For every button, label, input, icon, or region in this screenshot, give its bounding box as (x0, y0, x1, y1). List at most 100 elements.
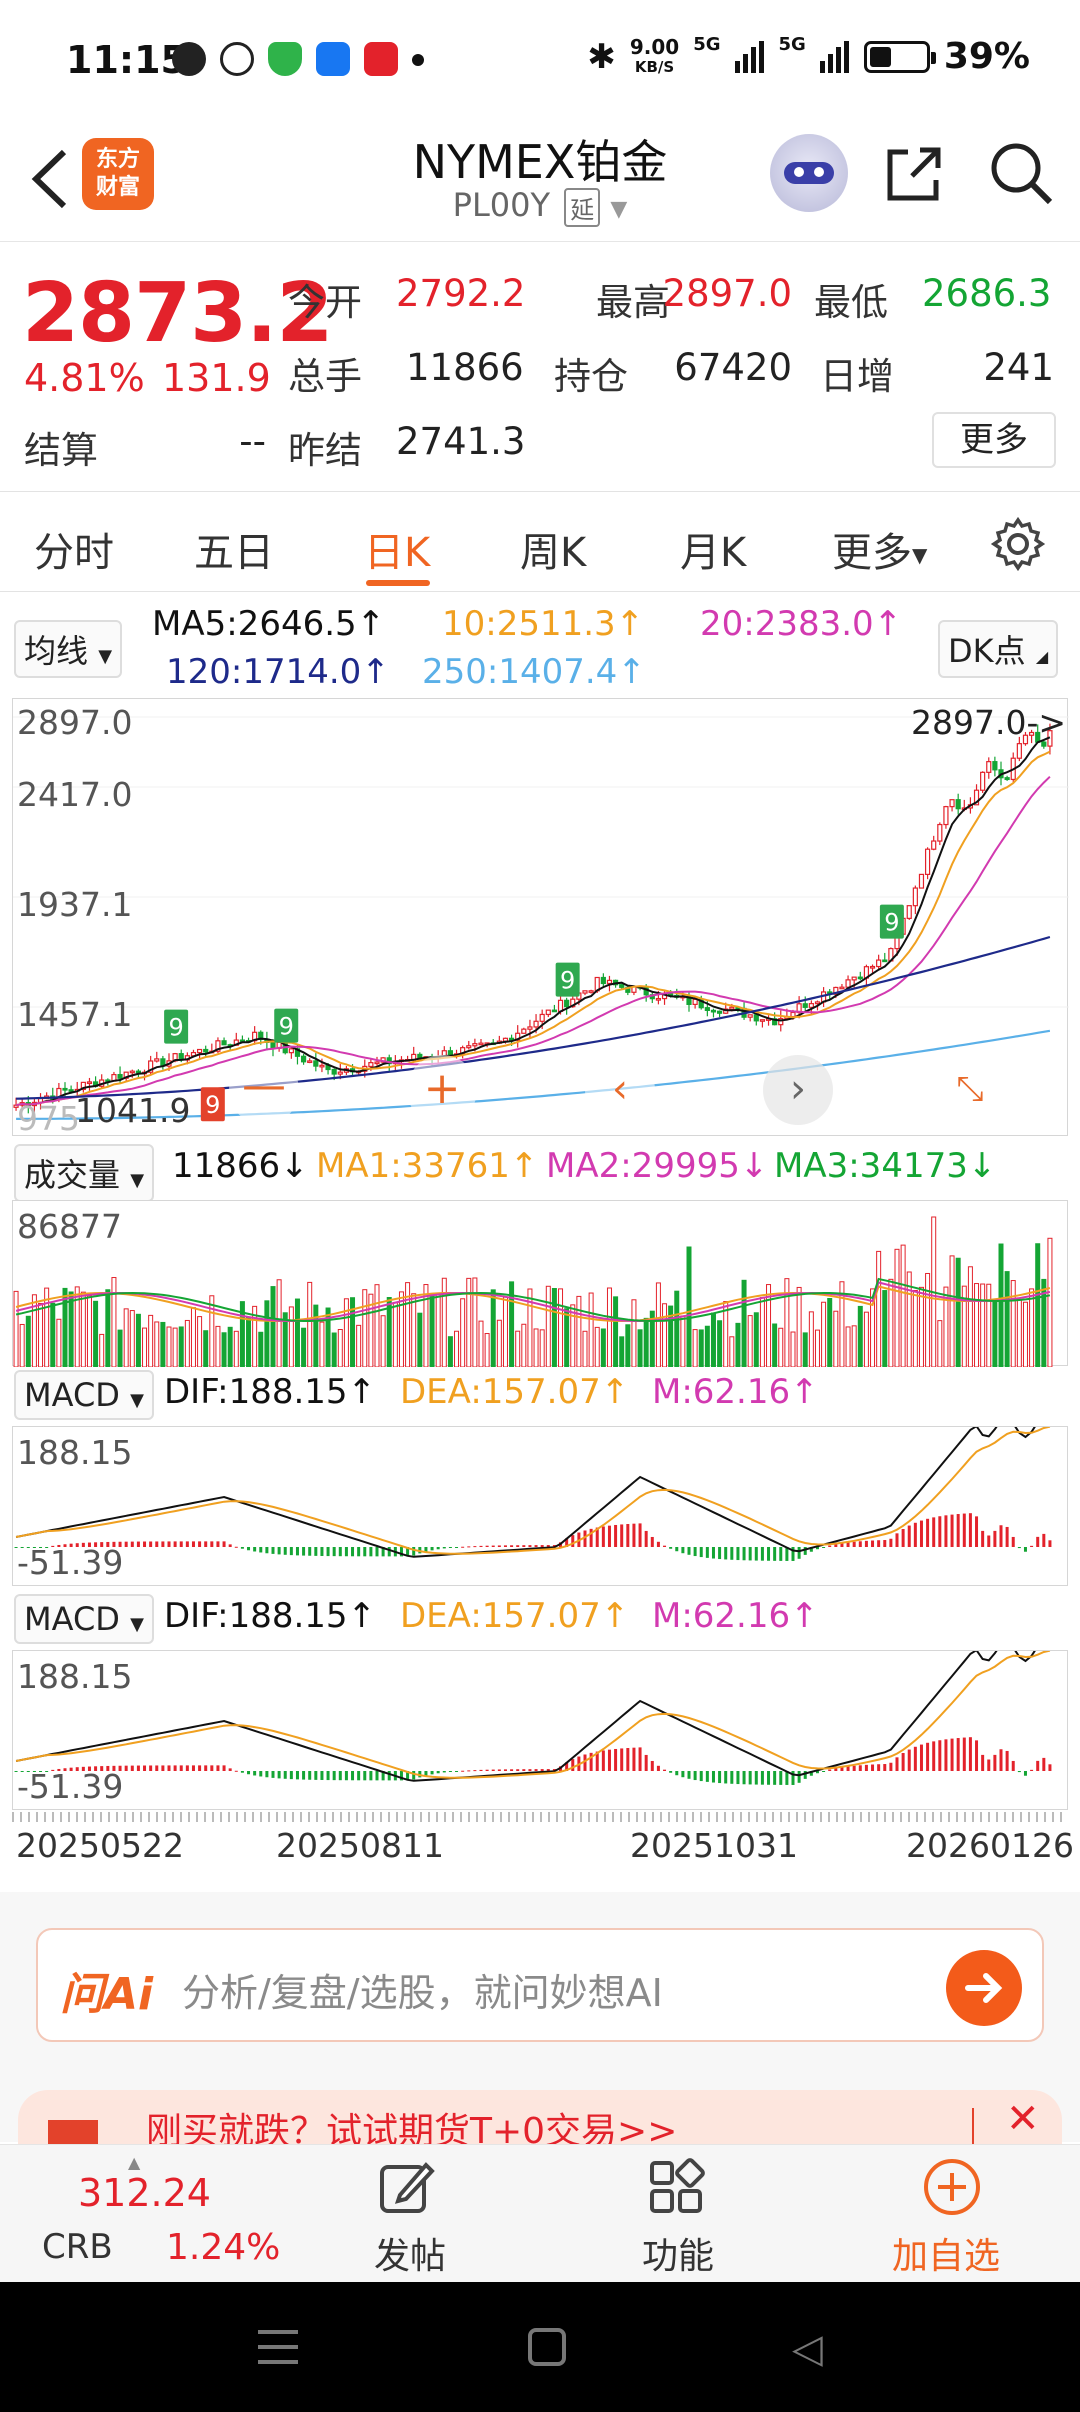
macd-histogram-bar (724, 1547, 728, 1560)
candle-body (955, 799, 961, 810)
back-arrow-icon[interactable] (24, 144, 80, 214)
volume-bar (221, 1332, 227, 1367)
macd-histogram-bar (883, 1540, 887, 1547)
network-speed: 9.00 KB/S (629, 34, 680, 76)
macd-histogram-bar (45, 1771, 49, 1772)
back-icon[interactable]: ◁ (792, 2326, 823, 2372)
macd-histogram-bar (204, 1765, 208, 1771)
contract-code[interactable]: PL00Y 延 ▼ (0, 186, 1080, 227)
ai-assistant-icon[interactable] (770, 134, 848, 212)
ask-submit-arrow-icon[interactable] (946, 1950, 1022, 2026)
macd-histogram-bar (1005, 1750, 1009, 1771)
volume-bar (509, 1281, 515, 1367)
volume-selector[interactable]: 成交量 ▼ (14, 1144, 155, 1202)
tab-weekly-k[interactable]: 周K (520, 530, 587, 576)
macd-selector-2[interactable]: MACD ▼ (14, 1594, 154, 1644)
date-label-1: 20250522 (16, 1826, 184, 1865)
macd-histogram-bar (999, 1749, 1003, 1771)
promo-banner[interactable]: 刚买就跌？试试期货T+0交易>> ✕ (18, 2090, 1062, 2150)
volume-bar (160, 1321, 166, 1367)
add-watchlist-button[interactable]: 加自选 (880, 2145, 1040, 2283)
candle-body (1041, 741, 1047, 747)
macd-histogram-bar (614, 1748, 618, 1771)
macd-histogram-bar (455, 1771, 459, 1772)
volume-ma3: MA3:34173↓ (774, 1146, 997, 1186)
volume-bar (288, 1306, 294, 1367)
close-icon[interactable]: ✕ (1006, 2096, 1040, 2142)
ask-ai-input[interactable]: 问Ai 分析/复盘/选股，就问妙想AI (36, 1928, 1044, 2042)
settings-gear-icon[interactable] (990, 516, 1046, 572)
macd-panel-1[interactable]: 188.15 -51.39 (12, 1426, 1068, 1586)
share-icon[interactable] (882, 142, 946, 206)
dk-point-selector[interactable]: DK点 ◢ (938, 620, 1059, 678)
macd-histogram-bar (1042, 1757, 1046, 1771)
functions-button[interactable]: 功能 (620, 2145, 740, 2283)
tab-five-day[interactable]: 五日 (194, 530, 274, 576)
volume-bar (570, 1304, 576, 1367)
volume-bar (827, 1297, 833, 1367)
kline-panel[interactable]: 9 9 9 9 9 2897.0 2417.0 1937.1 1457.1 975 10… (12, 698, 1069, 1138)
menu-icon[interactable] (258, 2330, 298, 2364)
volume-panel[interactable]: 86877 (12, 1200, 1068, 1367)
volume-bar (790, 1331, 796, 1367)
scroll-left-button[interactable]: ‹ (585, 1055, 655, 1125)
macd-histogram-bar (357, 1771, 361, 1781)
macd-histogram-bar (950, 1514, 954, 1547)
volume-bar (1010, 1280, 1016, 1367)
macd-histogram-bar (754, 1547, 758, 1561)
volume-bar (723, 1301, 729, 1367)
scroll-right-button[interactable]: › (763, 1055, 833, 1125)
macd-histogram-bar (412, 1771, 416, 1780)
post-button[interactable]: 发帖 (352, 2145, 472, 2283)
macd-histogram-bar (338, 1547, 342, 1557)
macd-panel-2[interactable]: 188.15 -51.39 (12, 1650, 1068, 1810)
post-label: 发帖 (374, 2236, 447, 2277)
home-icon[interactable] (528, 2328, 566, 2366)
candle-body (221, 1040, 227, 1046)
crb-index[interactable]: ▲ 312.24 CRB 1.24% (40, 2145, 280, 2283)
tab-monthly-k[interactable]: 月K (680, 530, 747, 576)
macd-histogram-bar (858, 1541, 862, 1547)
volume-bar (307, 1281, 313, 1367)
fullscreen-expand-icon[interactable]: ⤡ (935, 1055, 1005, 1125)
macd-histogram-bar (467, 1546, 471, 1548)
macd-selector-1[interactable]: MACD ▼ (14, 1370, 154, 1420)
search-icon[interactable] (988, 140, 1054, 206)
macd-histogram-bar (779, 1771, 783, 1785)
volume-bar (637, 1329, 643, 1367)
volume-bar (625, 1324, 631, 1367)
ma-selector[interactable]: 均线 ▼ (14, 620, 123, 678)
macd-histogram-bar (314, 1771, 318, 1780)
macd-histogram-bar (962, 1513, 966, 1547)
volume-bar (209, 1295, 215, 1367)
volume-bar (692, 1329, 698, 1367)
macd-histogram-bar (767, 1771, 771, 1785)
more-quote-button[interactable]: 更多 (932, 412, 1056, 468)
macd-histogram-bar (711, 1771, 715, 1783)
macd-histogram-bar (565, 1538, 569, 1547)
macd-histogram-bar (583, 1530, 587, 1547)
system-navigation-bar: ◁ (0, 2282, 1080, 2412)
macd-histogram-bar (222, 1765, 226, 1771)
volume-bar (521, 1323, 527, 1367)
volume-bar (123, 1308, 129, 1367)
volume-bar (796, 1286, 802, 1367)
tab-intraday[interactable]: 分时 (34, 530, 114, 576)
macd-histogram-bar (773, 1547, 777, 1561)
volume-bar (227, 1326, 233, 1367)
macd-histogram-bar (14, 1547, 18, 1548)
tab-daily-k[interactable]: 日K (364, 530, 431, 576)
volume-bar (368, 1293, 374, 1367)
macd2-dea: DEA:157.07↑ (400, 1596, 630, 1636)
macd-histogram-bar (834, 1544, 838, 1547)
macd-histogram-bar (632, 1747, 636, 1771)
zoom-out-button[interactable]: — (229, 1055, 299, 1125)
macd-histogram-bar (430, 1547, 434, 1551)
volume-bar (472, 1277, 478, 1367)
quote-panel: 2873.2 4.81% 131.9 今开 2792.2 最高 2897.0 最… (0, 242, 1080, 492)
zoom-in-button[interactable]: + (407, 1055, 477, 1125)
candle-body (912, 887, 918, 907)
macd-histogram-bar (344, 1771, 348, 1781)
macd-histogram-bar (589, 1528, 593, 1547)
tab-more[interactable]: 更多▼ (832, 530, 928, 576)
